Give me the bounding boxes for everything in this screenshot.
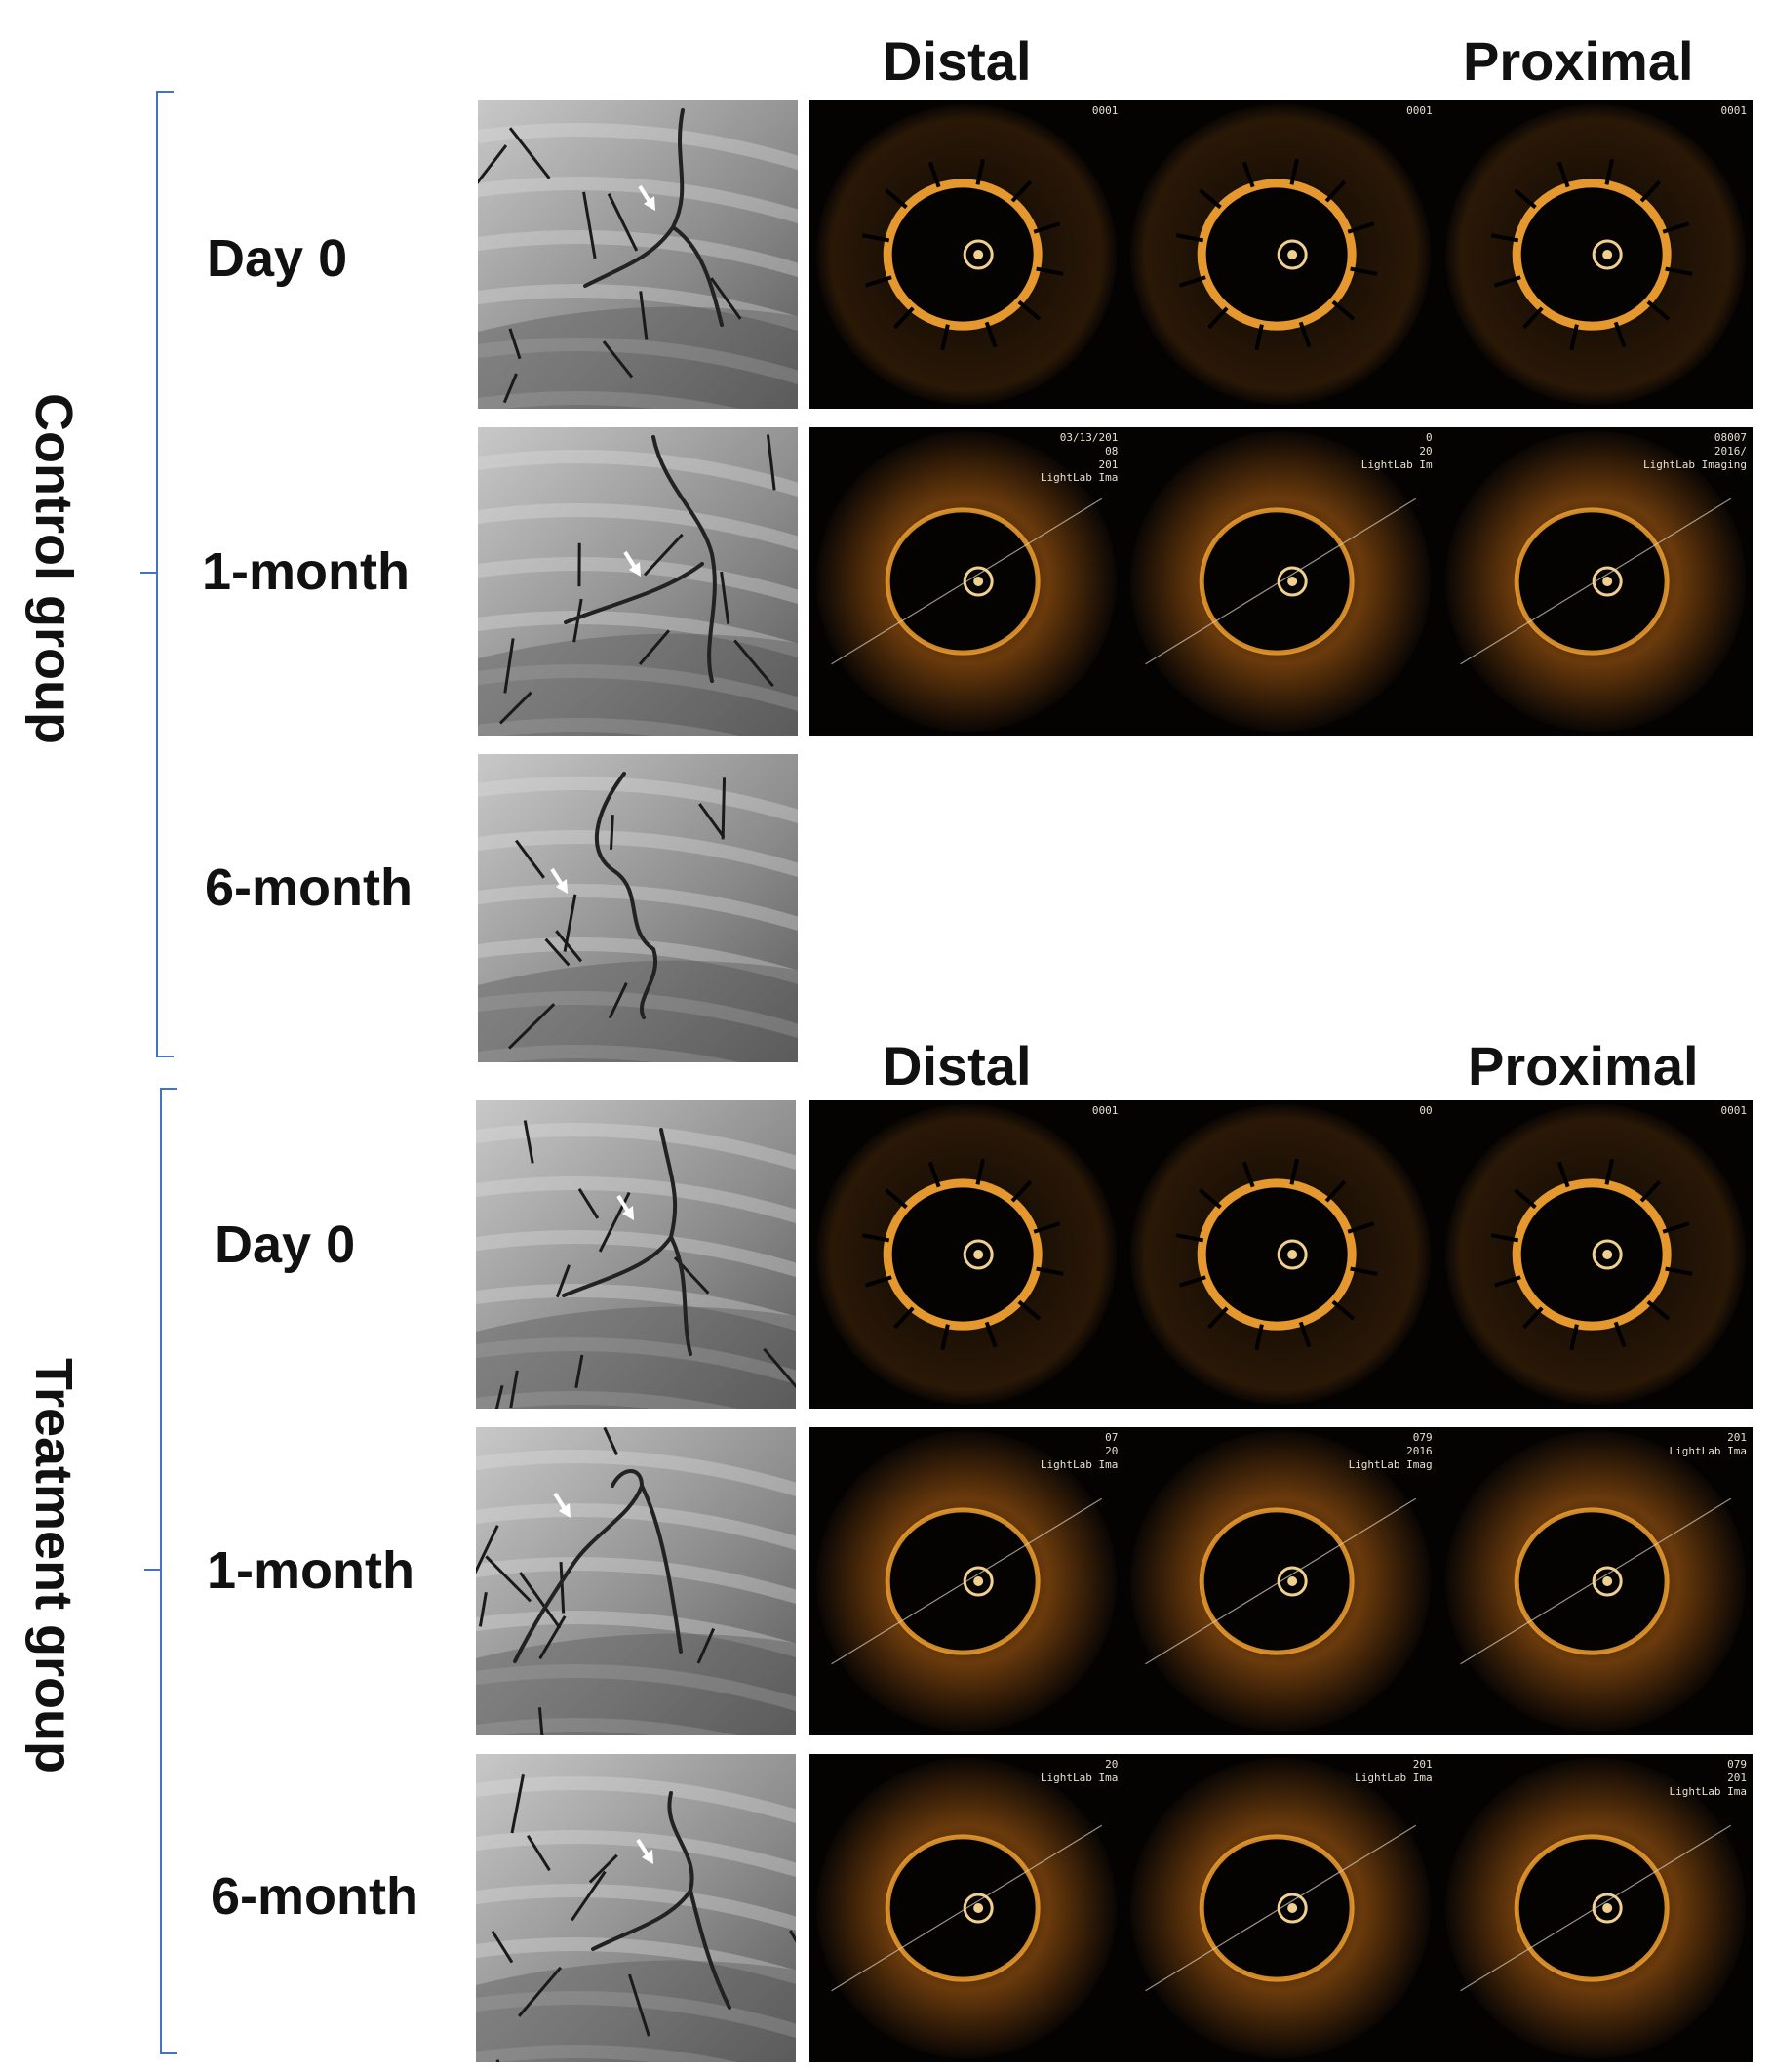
treatment-row-label-6month: 6-month: [211, 1867, 418, 1926]
angiogram-control-6month: [478, 754, 798, 1062]
oct-cross-section: 0 20 LightLab Im: [1123, 427, 1438, 736]
oct-cross-section: 079 2016 LightLab Imag: [1123, 1427, 1438, 1735]
oct-overlay-text: 079 201 LightLab Ima: [1669, 1758, 1747, 1798]
oct-overlay-text: 0001: [1091, 104, 1119, 117]
treatment-group-label: Treatment group: [24, 1357, 83, 1774]
oct-cross-section: 0001: [1438, 100, 1753, 409]
oct-overlay-text: 0001: [1091, 1104, 1119, 1117]
oct-overlay-text: 08007 2016/ LightLab Imaging: [1643, 431, 1747, 471]
oct-overlay-text: 0 20 LightLab Im: [1360, 431, 1433, 471]
control-row-label-1month: 1-month: [202, 542, 410, 601]
control-group-label: Control group: [24, 393, 83, 744]
oct-strip-treatment-day0: 0001 00 0001: [809, 1100, 1753, 1409]
angiogram-control-1month: [478, 427, 798, 736]
oct-cross-section: 201 LightLab Ima: [1123, 1754, 1438, 2062]
oct-cross-section: 0001: [809, 100, 1124, 409]
oct-overlay-text: 07 20 LightLab Ima: [1040, 1431, 1119, 1471]
angiogram-control-day0: [478, 100, 798, 409]
oct-cross-section: 201 LightLab Ima: [1438, 1427, 1753, 1735]
angiogram-treatment-1month: [476, 1427, 796, 1735]
oct-cross-section: 07 20 LightLab Ima: [809, 1427, 1124, 1735]
oct-overlay-text: 079 2016 LightLab Imag: [1348, 1431, 1433, 1471]
oct-cross-section: 079 201 LightLab Ima: [1438, 1754, 1753, 2062]
angiogram-treatment-day0: [476, 1100, 796, 1409]
treatment-group-bracket-tick: [144, 1569, 162, 1571]
oct-strip-treatment-1month: 07 20 LightLab Ima 079 2016 LightLab Imag…: [809, 1427, 1753, 1735]
control-row-label-6month: 6-month: [205, 858, 413, 917]
oct-cross-section: 0001: [1123, 100, 1438, 409]
oct-overlay-text: 20 LightLab Ima: [1040, 1758, 1119, 1784]
treatment-row-label-day0: Day 0: [215, 1215, 356, 1274]
oct-overlay-text: 201 LightLab Ima: [1355, 1758, 1433, 1784]
oct-overlay-text: 0001: [1720, 1104, 1747, 1117]
oct-overlay-text: 0001: [1720, 104, 1747, 117]
oct-strip-control-1month: 03/13/201 08 201 LightLab Ima 0 20 LightL…: [809, 427, 1753, 736]
oct-cross-section: 08007 2016/ LightLab Imaging: [1438, 427, 1753, 736]
oct-overlay-text: 0001: [1406, 104, 1433, 117]
oct-overlay-text: 00: [1419, 1104, 1433, 1117]
header-proximal-treatment: Proximal: [1468, 1035, 1699, 1096]
oct-overlay-text: 03/13/201 08 201 LightLab Ima: [1040, 431, 1119, 485]
oct-cross-section: 00: [1123, 1100, 1438, 1409]
header-proximal-control: Proximal: [1463, 30, 1694, 92]
angiogram-treatment-6month: [476, 1754, 796, 2062]
oct-cross-section: 0001: [1438, 1100, 1753, 1409]
header-distal-treatment: Distal: [883, 1035, 1032, 1096]
oct-cross-section: 03/13/201 08 201 LightLab Ima: [809, 427, 1124, 736]
control-row-label-day0: Day 0: [207, 229, 348, 288]
treatment-row-label-1month: 1-month: [207, 1541, 414, 1600]
oct-strip-control-day0: 0001 0001 0001: [809, 100, 1753, 409]
oct-overlay-text: 201 LightLab Ima: [1669, 1431, 1747, 1457]
control-group-bracket-tick: [140, 572, 158, 574]
oct-strip-treatment-6month: 20 LightLab Ima 201 LightLab Ima 079 201 L…: [809, 1754, 1753, 2062]
oct-cross-section: 0001: [809, 1100, 1124, 1409]
control-group-bracket: [156, 91, 174, 1057]
header-distal-control: Distal: [883, 30, 1032, 92]
oct-cross-section: 20 LightLab Ima: [809, 1754, 1124, 2062]
treatment-group-bracket: [160, 1088, 177, 2054]
